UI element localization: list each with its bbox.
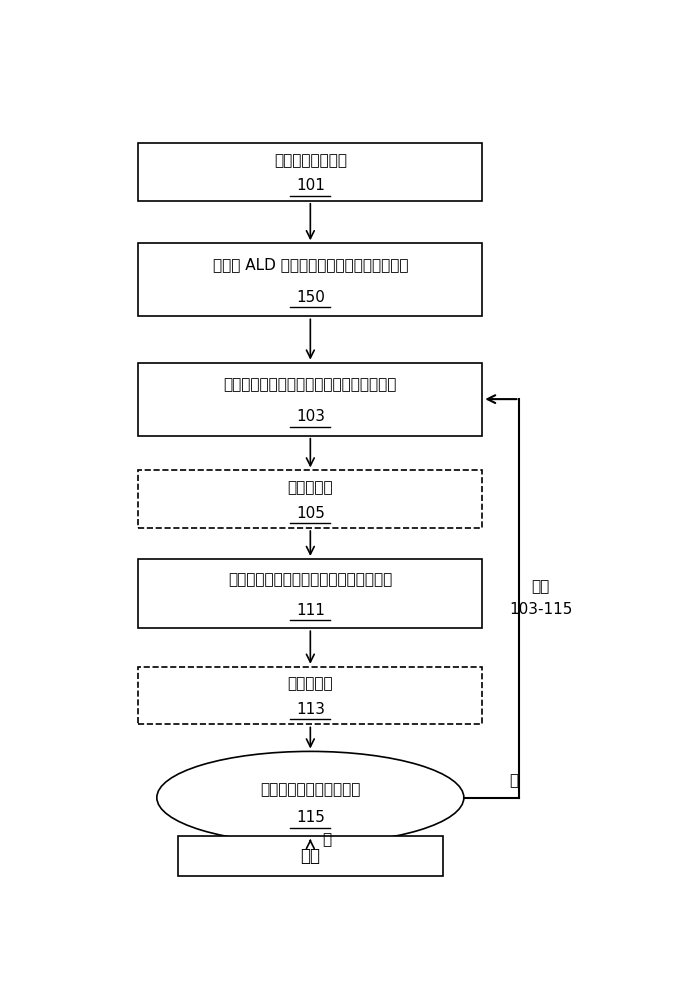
FancyBboxPatch shape: [138, 363, 482, 436]
Text: 向处理室提供衬底: 向处理室提供衬底: [274, 153, 347, 168]
Text: 是: 是: [322, 832, 331, 847]
Text: 150: 150: [296, 290, 325, 305]
Text: 在第一 ALD 循环之前将衬底暴露于浸泡气体: 在第一 ALD 循环之前将衬底暴露于浸泡气体: [212, 258, 408, 273]
Text: 结束: 结束: [301, 847, 320, 865]
FancyBboxPatch shape: [138, 667, 482, 724]
Text: 111: 111: [296, 603, 325, 618]
Text: 将衬底暴露第一前体以使其吸附到衬底表面: 将衬底暴露第一前体以使其吸附到衬底表面: [223, 377, 397, 392]
Text: 膜沉积到了足够的厚度？: 膜沉积到了足够的厚度？: [260, 782, 361, 797]
Text: 101: 101: [296, 178, 325, 193]
FancyBboxPatch shape: [138, 470, 482, 528]
Text: 否: 否: [510, 773, 518, 788]
Text: 清扫处理室: 清扫处理室: [288, 480, 333, 495]
Text: 103: 103: [296, 409, 325, 424]
Text: 重复: 重复: [531, 579, 550, 594]
Text: 103-115: 103-115: [509, 602, 572, 617]
FancyBboxPatch shape: [138, 559, 482, 628]
Text: 105: 105: [296, 506, 325, 521]
FancyBboxPatch shape: [178, 836, 443, 876]
Text: 清扫处理室: 清扫处理室: [288, 677, 333, 692]
Text: 113: 113: [296, 702, 325, 717]
Text: 使衬底暴露于第二反应物并点燃等离子体: 使衬底暴露于第二反应物并点燃等离子体: [228, 572, 393, 587]
FancyBboxPatch shape: [138, 143, 482, 201]
Ellipse shape: [157, 751, 464, 844]
Text: 115: 115: [296, 810, 325, 825]
FancyBboxPatch shape: [138, 243, 482, 316]
